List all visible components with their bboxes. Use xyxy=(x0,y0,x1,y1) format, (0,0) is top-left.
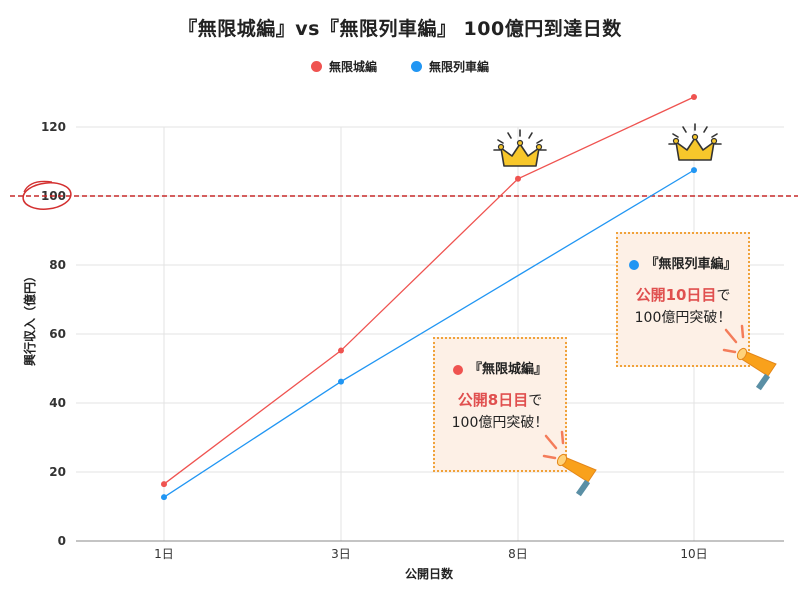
data-point xyxy=(338,347,344,354)
callout-suffix: で xyxy=(528,393,543,409)
callout-series-name: 『無限城編』 xyxy=(468,362,547,377)
callout-dot xyxy=(629,260,640,270)
data-point xyxy=(691,167,697,174)
callout-dot xyxy=(452,365,463,375)
callout-headline: 公開10日目で xyxy=(618,284,748,307)
legend-swatch-mugen-jo xyxy=(310,61,322,72)
legend-item-mugen-ressha: 無限列車編 xyxy=(411,58,489,75)
callout-line2: 100億円突破！ xyxy=(634,310,732,326)
legend-label-mugen-jo: 無限城編 xyxy=(328,60,377,74)
y-axis-label: 興行収入（億円） xyxy=(22,270,37,366)
y-tick-label: 80 xyxy=(49,258,66,272)
y-tick-label: 120 xyxy=(41,120,66,134)
legend: 無限城編 無限列車編 xyxy=(0,58,800,75)
reference-line-layer xyxy=(10,180,798,210)
crown-icon xyxy=(668,123,722,161)
callout-emphasis: 公開8日目 xyxy=(457,391,529,409)
y-tick-label: 20 xyxy=(49,465,66,479)
callout-emphasis: 公開10日目 xyxy=(635,286,717,304)
chart-title: 『無限城編』vs『無限列車編』 100億円到達日数 xyxy=(178,18,622,40)
reference-tick-circle-stroke xyxy=(23,180,53,193)
data-point xyxy=(161,481,167,488)
y-tick-label: 40 xyxy=(49,396,66,410)
data-point xyxy=(338,378,344,385)
callout-series-name: 『無限列車編』 xyxy=(645,257,737,272)
megaphone-icon xyxy=(722,324,777,391)
callout-mugen-ressha: 『無限列車編』 公開10日目で 100億円突破！ xyxy=(616,232,750,367)
callout-mugen-jo: 『無限城編』 公開8日目で 100億円突破！ xyxy=(433,337,567,472)
crown-icon xyxy=(493,129,547,167)
callout-suffix: で xyxy=(716,288,731,304)
data-point xyxy=(691,93,697,100)
data-point xyxy=(515,175,521,182)
y-tick-label: 0 xyxy=(58,534,66,548)
series-line-mugen-jo xyxy=(163,96,695,485)
series-layer xyxy=(161,93,697,501)
x-tick-label: 10日 xyxy=(680,547,707,561)
callout-line2: 100億円突破！ xyxy=(451,415,549,431)
data-point xyxy=(161,494,167,501)
callout-headline: 公開8日目で xyxy=(435,389,565,412)
x-axis-label: 公開日数 xyxy=(405,566,454,581)
callout-series-label: 『無限列車編』 xyxy=(618,254,748,276)
x-tick-label: 3日 xyxy=(331,547,351,561)
reference-tick-circle xyxy=(22,182,72,210)
megaphone-icon xyxy=(542,430,597,497)
legend-swatch-mugen-ressha xyxy=(411,61,422,72)
x-tick-label: 8日 xyxy=(508,547,528,561)
legend-label-mugen-ressha: 無限列車編 xyxy=(429,60,490,74)
x-tick-label: 1日 xyxy=(154,547,174,561)
y-tick-label: 60 xyxy=(49,327,66,341)
callout-series-label: 『無限城編』 xyxy=(435,359,565,381)
legend-item-mugen-jo: 無限城編 xyxy=(310,58,377,75)
